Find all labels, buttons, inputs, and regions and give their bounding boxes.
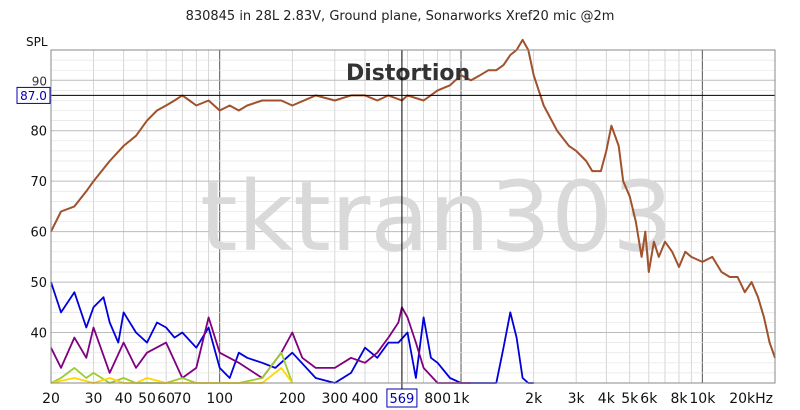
chart-title: 830845 in 28L 2.83V, Ground plane, Sonar… (186, 9, 615, 24)
y-tick-label: 80 (30, 125, 47, 140)
cursor-x-readout-box (386, 388, 418, 408)
y-tick-label: 70 (30, 175, 47, 190)
x-tick-label: 50 (138, 391, 156, 407)
x-tick-label: 300 (321, 391, 348, 407)
series-line-h3 (50, 306, 471, 384)
y-tick-label: 90 (32, 74, 47, 88)
x-tick-label: 200 (279, 391, 306, 407)
cursor[interactable]: 87.0 569 (16, 50, 775, 408)
distortion-annotation: Distortion (346, 61, 470, 86)
series-line-spl (50, 38, 776, 359)
x-tick-label: 4k (598, 391, 616, 407)
y-tick-label: 50 (30, 276, 47, 291)
y-tick-label: 60 (30, 226, 47, 241)
x-tick-label: 20 (42, 391, 60, 407)
grid (50, 49, 776, 384)
watermark: tktran303 (200, 161, 673, 273)
x-tick-label: 3k (568, 391, 586, 407)
x-tick-label: 10k (689, 391, 716, 407)
cursor-y-readout: 87.0 (20, 89, 47, 103)
x-tick-label: 5k (621, 391, 639, 407)
x-tick-label: 400 (352, 391, 379, 407)
x-tick-label: 8k (670, 391, 688, 407)
x-tick-label: 2k (525, 391, 543, 407)
x-tick-label: 70 (173, 391, 191, 407)
cursor-y-readout-box (16, 86, 51, 104)
x-tick-label: 40 (115, 391, 133, 407)
x-tick-label: 30 (85, 391, 103, 407)
x-tick-label: 6k (640, 391, 658, 407)
x-tick-label: 800 (424, 391, 451, 407)
x-tick-label: 20kHz (729, 391, 773, 407)
plot-frame (50, 49, 776, 384)
plot-background (51, 50, 775, 383)
y-axis-label: SPL (26, 35, 48, 49)
y-tick-label: 40 (30, 327, 47, 342)
x-tick-label: 1k (453, 391, 471, 407)
x-tick-label: 60 (157, 391, 175, 407)
cursor-x-readout: 569 (390, 392, 415, 407)
x-tick-label: 100 (206, 391, 233, 407)
